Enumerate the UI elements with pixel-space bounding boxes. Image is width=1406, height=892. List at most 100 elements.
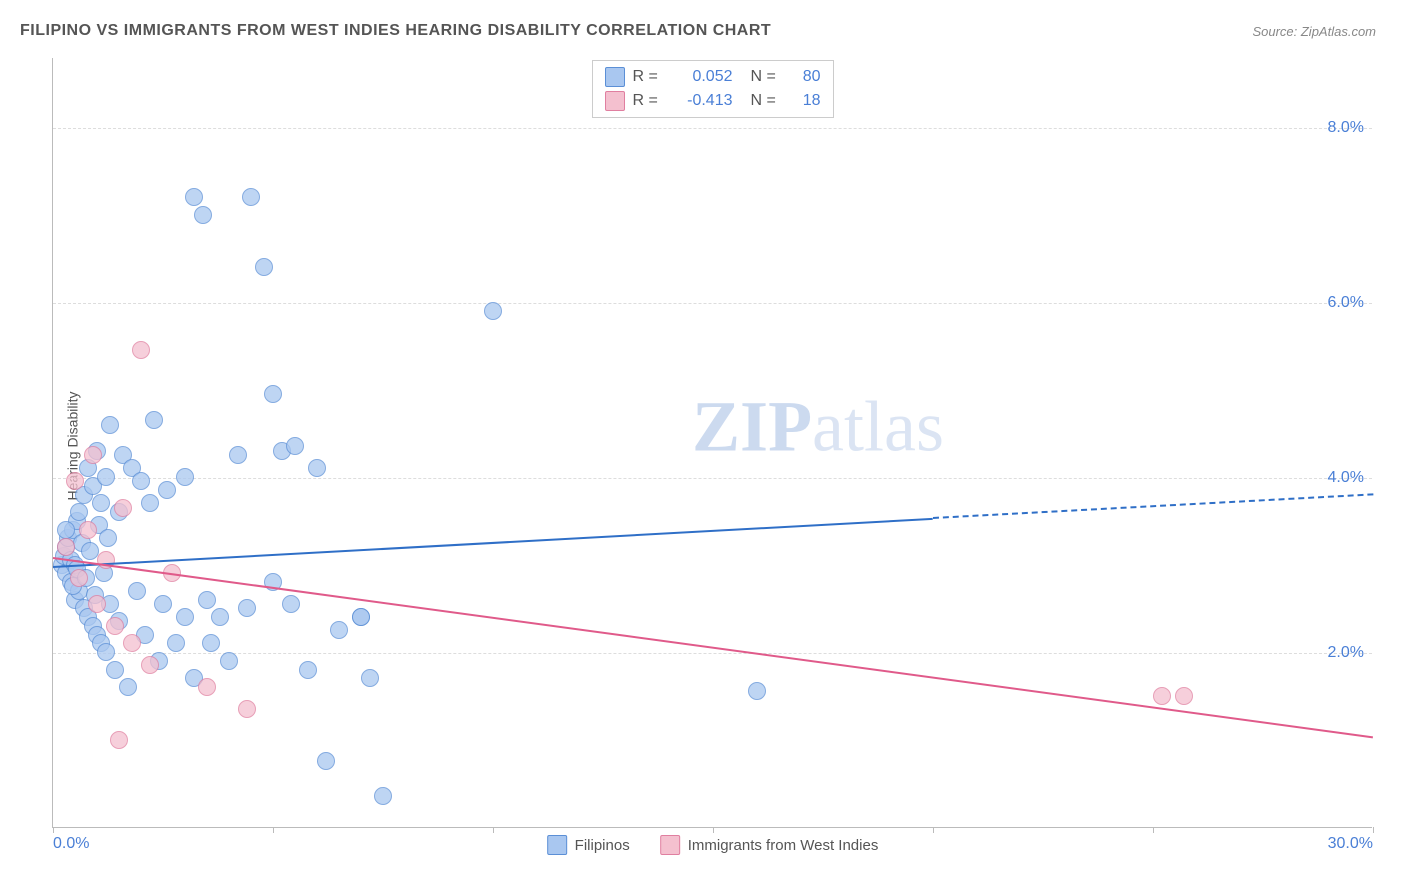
scatter-point [484, 302, 502, 320]
scatter-point [88, 595, 106, 613]
scatter-point [119, 678, 137, 696]
scatter-point [106, 661, 124, 679]
scatter-point [194, 206, 212, 224]
legend-item: Filipinos [547, 835, 630, 855]
scatter-point [308, 459, 326, 477]
scatter-point [141, 494, 159, 512]
scatter-point [211, 608, 229, 626]
scatter-point [238, 700, 256, 718]
scatter-point [220, 652, 238, 670]
y-tick-label: 4.0% [1328, 469, 1364, 487]
watermark-zip: ZIP [692, 387, 812, 467]
gridline-horizontal [53, 303, 1372, 304]
legend-swatch [605, 67, 625, 87]
scatter-point [145, 411, 163, 429]
x-tick-label: 30.0% [1328, 835, 1373, 853]
scatter-point [352, 608, 370, 626]
scatter-point [84, 446, 102, 464]
scatter-point [176, 608, 194, 626]
scatter-point [167, 634, 185, 652]
scatter-point [317, 752, 335, 770]
scatter-point [110, 731, 128, 749]
y-tick-label: 2.0% [1328, 644, 1364, 662]
scatter-point [154, 595, 172, 613]
correlation-legend: R = 0.052 N = 80 R = -0.413 N = 18 [592, 60, 834, 118]
scatter-point [361, 669, 379, 687]
x-tick-mark [493, 827, 494, 833]
series-legend: Filipinos Immigrants from West Indies [547, 835, 879, 855]
scatter-point [123, 634, 141, 652]
source-label: Source: ZipAtlas.com [1252, 24, 1376, 39]
scatter-point [229, 446, 247, 464]
r-value: 0.052 [673, 68, 733, 86]
scatter-point [128, 582, 146, 600]
scatter-point [374, 787, 392, 805]
scatter-point [101, 416, 119, 434]
n-label: N = [751, 68, 783, 86]
scatter-point [97, 643, 115, 661]
n-value: 80 [791, 68, 821, 86]
r-label: R = [633, 68, 665, 86]
scatter-point [99, 529, 117, 547]
gridline-horizontal [53, 478, 1372, 479]
scatter-point [158, 481, 176, 499]
scatter-point [282, 595, 300, 613]
x-tick-label: 0.0% [53, 835, 89, 853]
legend-row: R = 0.052 N = 80 [605, 65, 821, 89]
scatter-point [748, 682, 766, 700]
scatter-point [57, 521, 75, 539]
scatter-point [176, 468, 194, 486]
n-label: N = [751, 92, 783, 110]
scatter-point [238, 599, 256, 617]
scatter-point [255, 258, 273, 276]
scatter-point [198, 591, 216, 609]
scatter-point [264, 385, 282, 403]
legend-swatch [547, 835, 567, 855]
plot-area: ZIPatlas 2.0%4.0%6.0%8.0%0.0%30.0%R =0.0… [52, 58, 1372, 828]
scatter-point [198, 678, 216, 696]
scatter-point [202, 634, 220, 652]
r-value: -0.413 [673, 92, 733, 110]
scatter-point [1175, 687, 1193, 705]
scatter-point [106, 617, 124, 635]
scatter-point [92, 494, 110, 512]
x-tick-mark [273, 827, 274, 833]
legend-label: Filipinos [575, 837, 630, 854]
x-tick-mark [933, 827, 934, 833]
chart-title: FILIPINO VS IMMIGRANTS FROM WEST INDIES … [20, 22, 771, 40]
gridline-horizontal [53, 653, 1372, 654]
y-tick-label: 8.0% [1328, 119, 1364, 137]
scatter-point [141, 656, 159, 674]
trend-line [53, 517, 933, 567]
gridline-horizontal [53, 128, 1372, 129]
n-value: 18 [791, 92, 821, 110]
trend-line-extrapolated [933, 494, 1373, 520]
legend-swatch [605, 91, 625, 111]
scatter-point [330, 621, 348, 639]
scatter-point [70, 503, 88, 521]
scatter-point [242, 188, 260, 206]
scatter-point [97, 468, 115, 486]
scatter-point [185, 188, 203, 206]
scatter-point [57, 538, 75, 556]
legend-row: R = -0.413 N = 18 [605, 89, 821, 113]
scatter-point [286, 437, 304, 455]
scatter-point [114, 499, 132, 517]
scatter-point [132, 341, 150, 359]
legend-label: Immigrants from West Indies [688, 837, 879, 854]
scatter-point [79, 521, 97, 539]
scatter-point [1153, 687, 1171, 705]
y-tick-label: 6.0% [1328, 294, 1364, 312]
scatter-point [70, 569, 88, 587]
watermark: ZIPatlas [692, 386, 944, 469]
legend-swatch [660, 835, 680, 855]
r-label: R = [633, 92, 665, 110]
x-tick-mark [713, 827, 714, 833]
scatter-point [299, 661, 317, 679]
x-tick-mark [53, 827, 54, 833]
legend-item: Immigrants from West Indies [660, 835, 879, 855]
x-tick-mark [1153, 827, 1154, 833]
scatter-point [132, 472, 150, 490]
x-tick-mark [1373, 827, 1374, 833]
scatter-point [66, 472, 84, 490]
